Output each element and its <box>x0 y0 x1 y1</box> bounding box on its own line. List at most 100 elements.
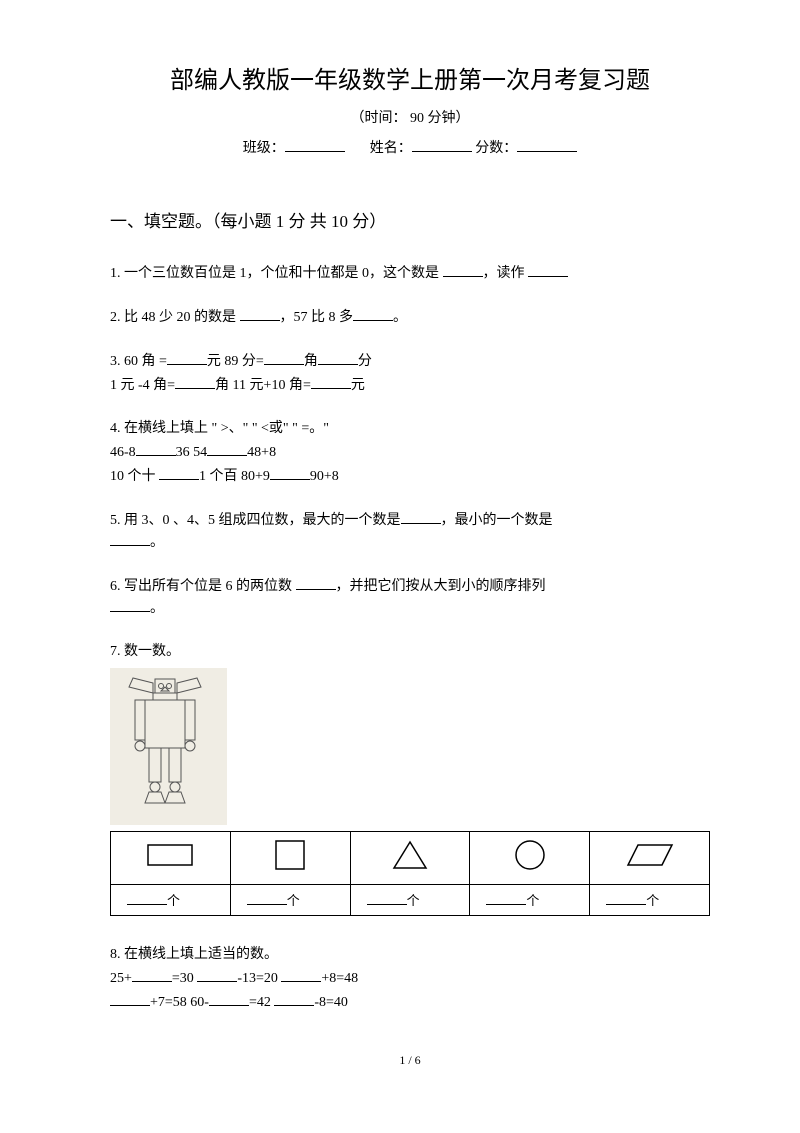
q8-text-c: =30 <box>172 971 197 986</box>
q3-text-b: 元 89 分= <box>207 354 264 369</box>
count-blank-3[interactable] <box>367 890 407 905</box>
q8-text-e: +8=48 <box>321 971 358 986</box>
q3-blank-4[interactable] <box>175 374 215 389</box>
question-4: 4. 在横线上填上 " >、" " <或" " =。" 46-8 36 54 48+… <box>110 418 710 487</box>
q5-blank-1[interactable] <box>401 509 441 524</box>
score-label: 分数： <box>475 141 517 156</box>
q2-text-a: 2. 比 48 少 20 的数是 <box>110 310 240 325</box>
shape-cell-square <box>230 832 350 885</box>
page-title: 部编人教版一年级数学上册第一次月考复习题 <box>110 60 710 95</box>
shapes-count-table: 个 个 个 个 个 <box>110 831 710 916</box>
q5-text-b: ，最小的一个数是 <box>441 513 553 528</box>
rectangle-icon <box>140 840 200 870</box>
q8-blank-4[interactable] <box>110 991 150 1006</box>
count-blank-1[interactable] <box>127 890 167 905</box>
q4-blank-1[interactable] <box>136 441 176 456</box>
circle-icon <box>510 838 550 872</box>
question-7: 7. 数一数。 <box>110 641 710 916</box>
q4-text-e: 10 个十 <box>110 469 159 484</box>
class-blank[interactable] <box>285 137 345 152</box>
count-cell-3: 个 <box>350 885 470 916</box>
time-subtitle: （时间： 90 分钟） <box>110 107 710 127</box>
q3-blank-1[interactable] <box>167 350 207 365</box>
q4-blank-3[interactable] <box>159 465 199 480</box>
count-blank-4[interactable] <box>486 890 526 905</box>
q5-blank-2[interactable] <box>110 531 150 546</box>
name-blank[interactable] <box>412 137 472 152</box>
q6-blank-2[interactable] <box>110 597 150 612</box>
q4-text-d: 48+8 <box>247 445 276 460</box>
q4-text-f: 1 个百 80+9 <box>199 469 270 484</box>
triangle-icon <box>390 838 430 872</box>
question-3: 3. 60 角 = 元 89 分= 角 分 1 元 -4 角= 角 11 元+10 角=… <box>110 350 710 396</box>
q2-text-b: ，57 比 8 多 <box>280 310 354 325</box>
robot-icon <box>115 673 215 813</box>
q7-text: 7. 数一数。 <box>110 641 710 662</box>
q8-blank-3[interactable] <box>281 967 321 982</box>
q8-text-h: -8=40 <box>314 995 348 1010</box>
parallelogram-icon <box>624 840 676 870</box>
question-1: 1. 一个三位数百位是 1，个位和十位都是 0，这个数是 ，读作 <box>110 262 710 284</box>
q8-text-f: +7=58 60- <box>150 995 209 1010</box>
q3-blank-2[interactable] <box>264 350 304 365</box>
count-cell-5: 个 <box>590 885 710 916</box>
shape-cell-parallelogram <box>590 832 710 885</box>
q4-text-a: 4. 在横线上填上 " >、" " <或" " =。" <box>110 418 710 439</box>
q8-blank-6[interactable] <box>274 991 314 1006</box>
question-8: 8. 在横线上填上适当的数。 25+ =30 -13=20 +8=48 +7=58… <box>110 944 710 1013</box>
robot-figure <box>110 668 710 825</box>
q3-text-f: 角 11 元+10 角= <box>215 378 311 393</box>
q8-text-a: 8. 在横线上填上适当的数。 <box>110 944 710 965</box>
square-icon <box>270 838 310 872</box>
q1-blank-1[interactable] <box>443 262 483 277</box>
q2-text-c: 。 <box>393 310 407 325</box>
shape-cell-rectangle <box>111 832 231 885</box>
student-info-line: 班级： 姓名： 分数： <box>110 137 710 157</box>
q8-text-d: -13=20 <box>237 971 281 986</box>
q6-text-c: 。 <box>150 601 164 616</box>
q6-text-b: ，并把它们按从大到小的顺序排列 <box>336 579 546 594</box>
question-5: 5. 用 3、0 、4、5 组成四位数，最大的一个数是 ，最小的一个数是 。 <box>110 509 710 553</box>
count-blank-5[interactable] <box>606 890 646 905</box>
question-6: 6. 写出所有个位是 6 的两位数 ，并把它们按从大到小的顺序排列 。 <box>110 575 710 619</box>
q5-text-a: 5. 用 3、0 、4、5 组成四位数，最大的一个数是 <box>110 513 401 528</box>
section-1-heading: 一、填空题。（每小题 1 分 共 10 分） <box>110 207 710 232</box>
q6-blank-1[interactable] <box>296 575 336 590</box>
q4-text-b: 46-8 <box>110 445 136 460</box>
q1-text-a: 1. 一个三位数百位是 1，个位和十位都是 0，这个数是 <box>110 266 443 281</box>
question-2: 2. 比 48 少 20 的数是 ，57 比 8 多 。 <box>110 306 710 328</box>
q6-text-a: 6. 写出所有个位是 6 的两位数 <box>110 579 296 594</box>
q8-blank-1[interactable] <box>132 967 172 982</box>
shape-cell-circle <box>470 832 590 885</box>
score-blank[interactable] <box>517 137 577 152</box>
q8-text-b: 25+ <box>110 971 132 986</box>
q3-text-g: 元 <box>351 378 365 393</box>
q3-text-c: 角 <box>304 354 318 369</box>
count-cell-4: 个 <box>470 885 590 916</box>
page-number: 1 / 6 <box>110 1053 710 1068</box>
worksheet-page: 部编人教版一年级数学上册第一次月考复习题 （时间： 90 分钟） 班级： 姓名：… <box>0 0 800 1108</box>
name-label: 姓名： <box>370 141 412 156</box>
q8-blank-2[interactable] <box>197 967 237 982</box>
count-blank-2[interactable] <box>247 890 287 905</box>
q3-text-e: 1 元 -4 角= <box>110 378 175 393</box>
count-cell-2: 个 <box>230 885 350 916</box>
count-cell-1: 个 <box>111 885 231 916</box>
shape-cell-triangle <box>350 832 470 885</box>
q2-blank-2[interactable] <box>353 306 393 321</box>
q3-blank-5[interactable] <box>311 374 351 389</box>
q1-blank-2[interactable] <box>528 262 568 277</box>
q1-text-b: ，读作 <box>483 266 529 281</box>
q3-text-d: 分 <box>358 354 372 369</box>
q8-blank-5[interactable] <box>209 991 249 1006</box>
q2-blank-1[interactable] <box>240 306 280 321</box>
q5-text-c: 。 <box>150 535 164 550</box>
q4-blank-2[interactable] <box>207 441 247 456</box>
q8-text-g: =42 <box>249 995 274 1010</box>
q4-text-c: 36 54 <box>176 445 208 460</box>
q3-text-a: 3. 60 角 = <box>110 354 167 369</box>
q4-text-g: 90+8 <box>310 469 339 484</box>
q4-blank-4[interactable] <box>270 465 310 480</box>
q3-blank-3[interactable] <box>318 350 358 365</box>
class-label: 班级： <box>243 141 285 156</box>
